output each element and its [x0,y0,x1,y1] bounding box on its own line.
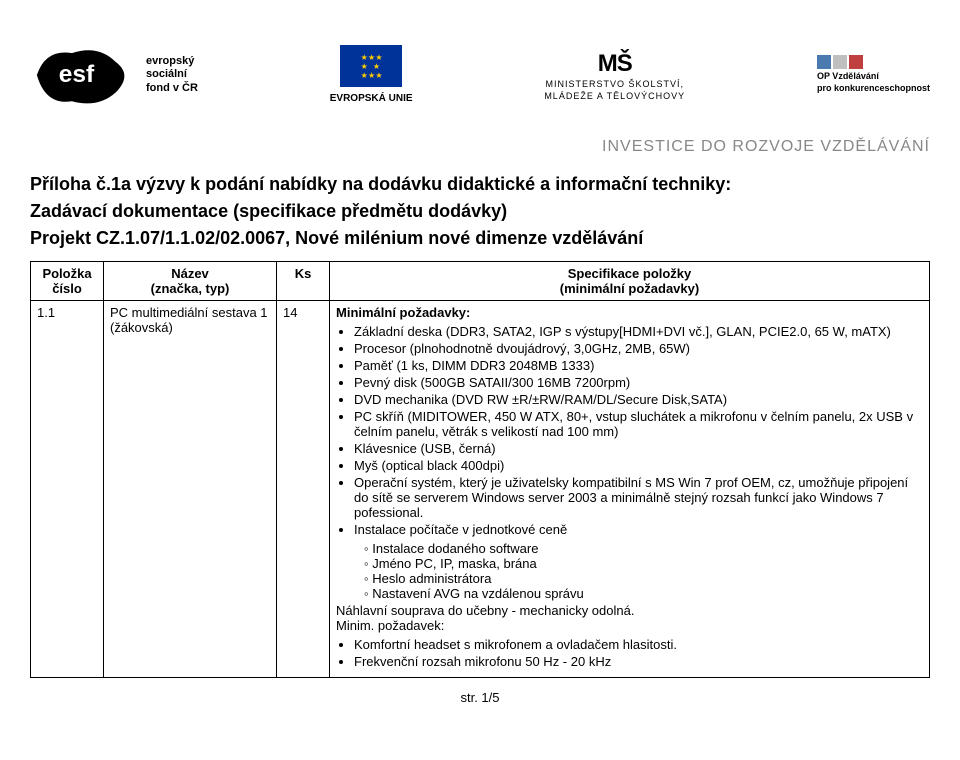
table-header-row: Položka číslo Název (značka, typ) Ks Spe… [31,262,930,301]
list-item: Procesor (plnohodnotně dvoujádrový, 3,0G… [354,341,923,356]
op-line1: OP Vzdělávání [817,71,930,83]
spec-after1: Náhlavní souprava do učebny - mechanicky… [336,603,923,618]
list-item: Nastavení AVG na vzdálenou správu [364,586,923,601]
list-item: Operační systém, který je uživatelsky ko… [354,475,923,520]
th-ks: Ks [277,262,330,301]
esf-text: evropský sociální fond v ČR [146,55,198,95]
logo-strip: esf evropský sociální fond v ČR ★ ★ ★★ ★… [30,20,930,130]
cell-number: 1.1 [31,301,104,678]
list-item: PC skříň (MIDITOWER, 450 W ATX, 80+, vst… [354,409,923,439]
spec-list-2: Komfortní headset s mikrofonem a ovladač… [354,637,923,669]
project-line: Projekt CZ.1.07/1.1.02/02.0067, Nové mil… [30,228,930,249]
op-line2: pro konkurenceschopnost [817,83,930,95]
msmt-line1: MINISTERSTVO ŠKOLSTVÍ, [544,79,685,91]
spec-after2: Minim. požadavek: [336,618,923,633]
th-name: Název (značka, typ) [104,262,277,301]
eu-logo: ★ ★ ★★ ★★ ★ ★ EVROPSKÁ UNIE [330,45,413,105]
eu-label: EVROPSKÁ UNIE [330,93,413,105]
page-title: Příloha č.1a výzvy k podání nabídky na d… [30,174,930,195]
eu-flag-icon: ★ ★ ★★ ★★ ★ ★ [340,45,402,87]
spec-list: Základní deska (DDR3, SATA2, IGP s výstu… [354,324,923,537]
list-item: Paměť (1 ks, DIMM DDR3 2048MB 1333) [354,358,923,373]
esf-line1: evropský [146,55,198,68]
spec-table: Položka číslo Název (značka, typ) Ks Spe… [30,261,930,678]
esf-line2: sociální [146,68,198,81]
table-row: 1.1 PC multimediální sestava 1 (žákovská… [31,301,930,678]
esf-line3: fond v ČR [146,82,198,95]
title-block: Příloha č.1a výzvy k podání nabídky na d… [30,174,930,249]
list-item: Klávesnice (USB, černá) [354,441,923,456]
list-item: Myš (optical black 400dpi) [354,458,923,473]
msmt-logo: MŠ MINISTERSTVO ŠKOLSTVÍ, MLÁDEŽE A TĚLO… [544,48,685,103]
list-item: Komfortní headset s mikrofonem a ovladač… [354,637,923,652]
list-item: Instalace dodaného software [364,541,923,556]
cell-spec: Minimální požadavky: Základní deska (DDR… [330,301,930,678]
spec-sublist: Instalace dodaného softwareJméno PC, IP,… [364,541,923,601]
th-number: Položka číslo [31,262,104,301]
list-item: DVD mechanika (DVD RW ±R/±RW/RAM/DL/Secu… [354,392,923,407]
th-spec: Specifikace položky (minimální požadavky… [330,262,930,301]
op-squares-icon [817,55,930,69]
list-item: Heslo administrátora [364,571,923,586]
page-footer: str. 1/5 [30,690,930,705]
esf-shape-icon: esf [30,40,140,110]
spec-lead: Minimální požadavky: [336,305,923,320]
list-item: Pevný disk (500GB SATAII/300 16MB 7200rp… [354,375,923,390]
msmt-big: MŠ [544,48,685,79]
cell-name: PC multimediální sestava 1 (žákovská) [104,301,277,678]
cell-ks: 14 [277,301,330,678]
list-item: Frekvenční rozsah mikrofonu 50 Hz - 20 k… [354,654,923,669]
list-item: Jméno PC, IP, maska, brána [364,556,923,571]
op-logo: OP Vzdělávání pro konkurenceschopnost [817,55,930,94]
tagline: INVESTICE DO ROZVOJE VZDĚLÁVÁNÍ [30,138,930,156]
list-item: Základní deska (DDR3, SATA2, IGP s výstu… [354,324,923,339]
page-subtitle: Zadávací dokumentace (specifikace předmě… [30,201,930,222]
svg-text:esf: esf [59,61,95,88]
list-item: Instalace počítače v jednotkové ceně [354,522,923,537]
msmt-line2: MLÁDEŽE A TĚLOVÝCHOVY [544,91,685,103]
esf-logo: esf evropský sociální fond v ČR [30,40,198,110]
